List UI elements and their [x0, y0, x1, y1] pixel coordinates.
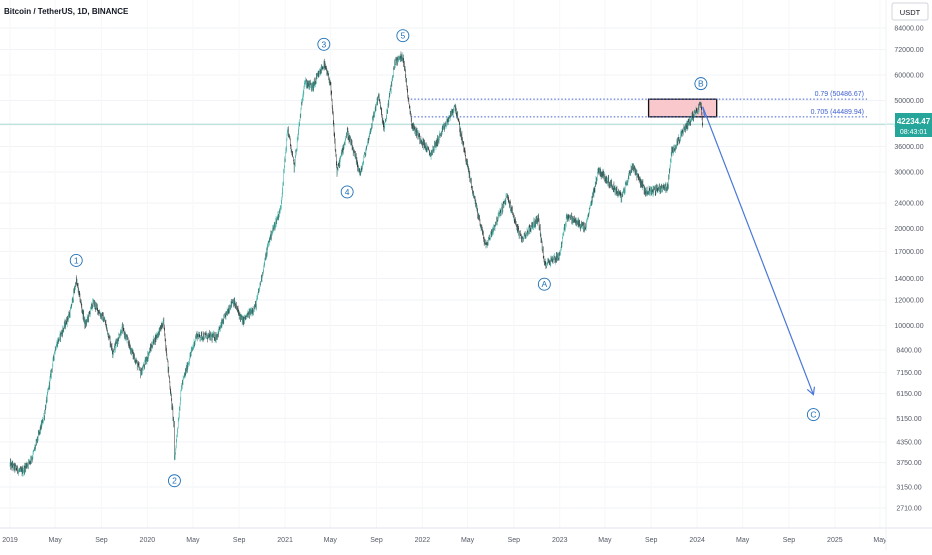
y-tick-label: 60000.00	[894, 73, 923, 80]
candles	[9, 51, 703, 477]
wave-label: B	[698, 79, 704, 89]
wave-label: A	[542, 279, 548, 289]
x-axis: 2019 May Sep 2020 May Sep 2021 May Sep 2022 May Sep…	[2, 537, 887, 544]
current-price-value: 42234.47	[897, 117, 931, 126]
y-tick-label: 5150.00	[896, 416, 921, 423]
y-tick-label: 84000.00	[894, 26, 923, 33]
y-tick-label: 20000.00	[894, 226, 923, 233]
wave-label: 1	[74, 255, 79, 265]
projection-lead	[702, 106, 706, 117]
x-tick-label: Sep	[508, 537, 521, 544]
x-tick-label: Sep	[233, 537, 246, 544]
wave-label-circle	[340, 185, 354, 199]
x-tick-label: Sep	[95, 537, 108, 544]
y-tick-label: 36000.00	[894, 144, 923, 151]
wave-label-circle	[396, 29, 410, 43]
x-tick-label: May	[873, 537, 887, 544]
zone-layer	[647, 98, 718, 118]
y-tick-label: 10000.00	[894, 323, 923, 330]
y-tick-label: 6150.00	[896, 391, 921, 398]
x-tick-label: 2024	[689, 537, 705, 544]
y-tick-label: 8400.00	[896, 347, 921, 354]
wave-label-circle	[694, 77, 708, 91]
fib-layer: 0.79 (50486.67) 0.705 (44489.94)	[410, 91, 867, 118]
x-tick-label: May	[324, 537, 338, 544]
x-tick-label: 2019	[2, 537, 18, 544]
price-countdown: 08:43:01	[900, 129, 927, 136]
wave-label: 2	[172, 476, 177, 486]
wave-label-circle	[806, 408, 820, 422]
grid	[0, 27, 886, 509]
y-tick-label: 17000.00	[894, 249, 923, 256]
x-tick-label: May	[736, 537, 750, 544]
x-tick-label: Sep	[783, 537, 796, 544]
wave-label: C	[810, 410, 816, 420]
wave-label-circle	[69, 254, 83, 267]
y-axis: 84000.0072000.0060000.0050000.0042000.00…	[894, 26, 923, 513]
x-tick-label: 2020	[140, 537, 156, 544]
wave-label: 3	[321, 39, 326, 49]
y-tick-label: 3150.00	[896, 484, 921, 491]
currency-button-label: USDT	[900, 8, 921, 17]
x-tick-label: 2022	[415, 537, 431, 544]
wave-layer: 1 2 3 4 5 A B C	[69, 29, 820, 488]
fib-label: 0.79 (50486.67)	[815, 91, 864, 98]
projection-arrow	[702, 106, 814, 395]
fib-label: 0.705 (44489.94)	[811, 109, 864, 116]
y-tick-label: 2710.00	[896, 506, 921, 513]
x-tick-label: 2023	[552, 537, 568, 544]
y-tick-label: 50000.00	[894, 98, 923, 105]
target-zone	[647, 98, 718, 118]
projection-arrowhead	[806, 386, 816, 396]
y-tick-label: 24000.00	[894, 201, 923, 208]
wave-label-circle	[537, 277, 551, 291]
x-tick-label: 2025	[827, 537, 843, 544]
wave-label: 4	[345, 187, 350, 197]
y-tick-label: 72000.00	[894, 47, 923, 54]
y-tick-label: 7150.00	[896, 370, 921, 377]
x-tick-label: May	[49, 537, 63, 544]
y-tick-label: 30000.00	[894, 169, 923, 176]
x-tick-label: May	[461, 537, 475, 544]
currency-button[interactable]: USDT	[891, 2, 929, 21]
y-tick-label: 4350.00	[896, 439, 921, 446]
x-tick-label: Sep	[645, 537, 658, 544]
symbol-title: Bitcoin / TetherUS, 1D, BINANCE	[4, 7, 129, 16]
wave-label-circle	[167, 474, 181, 488]
y-tick-label: 12000.00	[894, 298, 923, 305]
projection-layer	[702, 106, 816, 396]
wave-label-circle	[317, 37, 331, 51]
y-tick-label: 14000.00	[894, 276, 923, 283]
x-tick-label: 2021	[277, 537, 293, 544]
x-tick-label: Sep	[370, 537, 383, 544]
y-tick-label: 3750.00	[896, 460, 921, 467]
current-price-badge: 42234.47 08:43:01	[895, 113, 932, 137]
x-tick-label: May	[186, 537, 200, 544]
wave-label: 5	[400, 31, 405, 41]
x-tick-label: May	[598, 537, 612, 544]
